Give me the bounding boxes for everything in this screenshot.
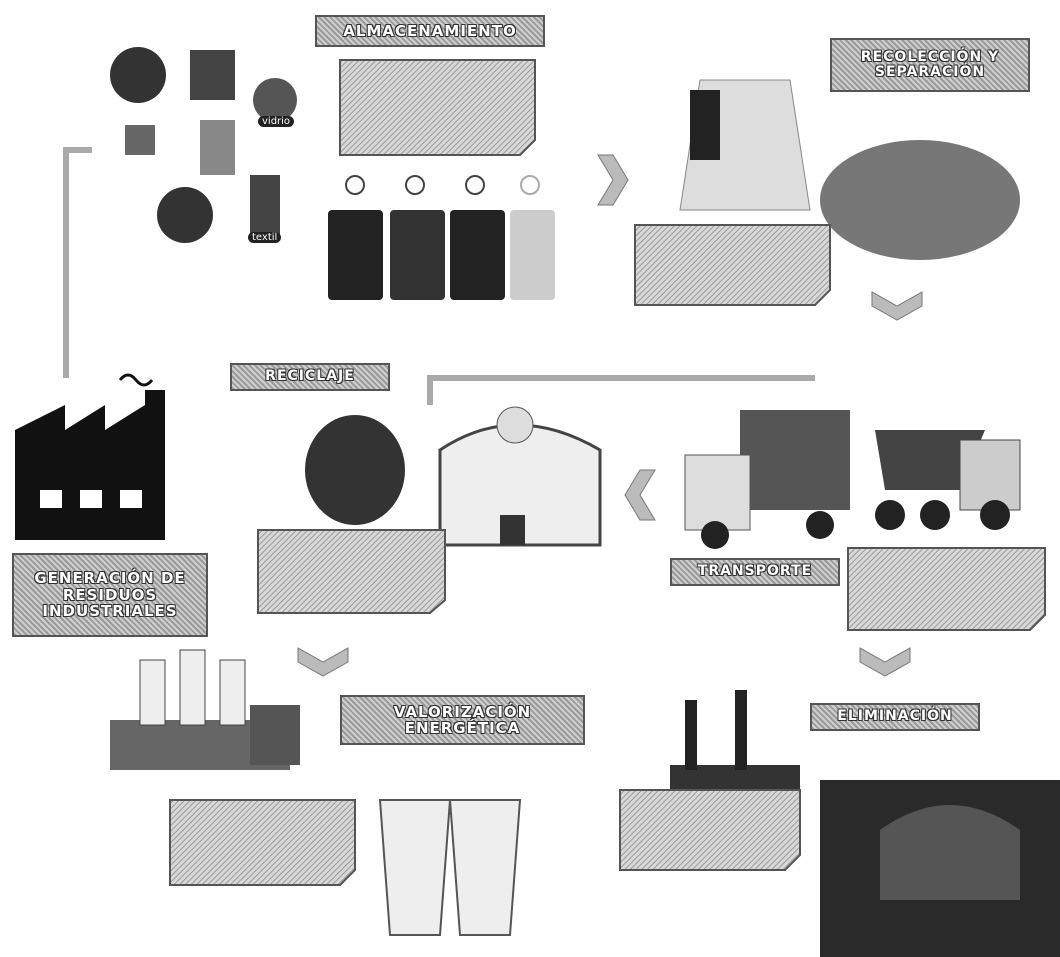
page: Gestión de residuos {"stages": [ {"title…: [0, 0, 1060, 957]
stage-label: ELIMINACIÓN: [810, 703, 980, 731]
diagram-art: [0, 0, 1060, 957]
recycling-center: [305, 407, 600, 545]
page-body: ALMACENAMIENTO RECOLECCIÓN Y SEPARACIÓN …: [0, 0, 1060, 957]
trucks: [685, 410, 1020, 549]
icon-label: textil: [248, 232, 281, 243]
stage-label: TRANSPORTE: [670, 558, 840, 586]
stage-label: ALMACENAMIENTO: [315, 15, 545, 47]
material-icons: [110, 47, 297, 243]
stage-label: RECICLAJE: [230, 363, 390, 391]
recycling-bins: [328, 176, 555, 300]
icon-label: vidrio: [258, 116, 294, 127]
energy-plant: [110, 650, 520, 935]
factory-icon: [15, 375, 165, 540]
stage-label: GENERACIÓN DE RESIDUOS INDUSTRIALES: [12, 553, 208, 637]
stage-label: RECOLECCIÓN Y SEPARACIÓN: [830, 38, 1030, 92]
stage-label: VALORIZACIÓN ENERGÉTICA: [340, 695, 585, 745]
